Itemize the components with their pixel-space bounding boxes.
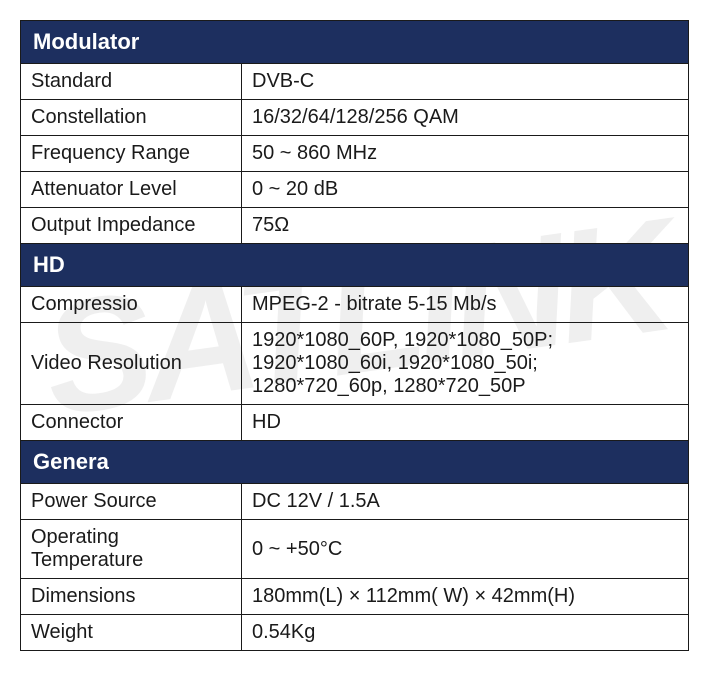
spec-label: Standard: [21, 64, 242, 100]
spec-label: Compressio: [21, 287, 242, 323]
spec-value: MPEG-2 - bitrate 5-15 Mb/s: [242, 287, 689, 323]
spec-value: 0 ~ 20 dB: [242, 172, 689, 208]
table-row: Connector HD: [21, 405, 689, 441]
spec-value: DVB-C: [242, 64, 689, 100]
table-row: Dimensions 180mm(L) × 112mm( W) × 42mm(H…: [21, 579, 689, 615]
spec-value: 16/32/64/128/256 QAM: [242, 100, 689, 136]
table-row: Operating Temperature 0 ~ +50°C: [21, 520, 689, 579]
spec-table: Modulator Standard DVB-C Constellation 1…: [20, 20, 689, 651]
table-row: Compressio MPEG-2 - bitrate 5-15 Mb/s: [21, 287, 689, 323]
spec-label: Output Impedance: [21, 208, 242, 244]
spec-table-body: Modulator Standard DVB-C Constellation 1…: [21, 21, 689, 651]
spec-label: Connector: [21, 405, 242, 441]
spec-label: Operating Temperature: [21, 520, 242, 579]
spec-value: 180mm(L) × 112mm( W) × 42mm(H): [242, 579, 689, 615]
section-header: HD: [21, 244, 689, 287]
spec-value: 50 ~ 860 MHz: [242, 136, 689, 172]
table-row: Attenuator Level 0 ~ 20 dB: [21, 172, 689, 208]
table-row: Video Resolution 1920*1080_60P, 1920*108…: [21, 323, 689, 405]
section-header: Modulator: [21, 21, 689, 64]
spec-value: 0 ~ +50°C: [242, 520, 689, 579]
spec-value: HD: [242, 405, 689, 441]
table-row: Weight 0.54Kg: [21, 615, 689, 651]
section-header: Genera: [21, 441, 689, 484]
spec-label: Attenuator Level: [21, 172, 242, 208]
table-row: Output Impedance 75Ω: [21, 208, 689, 244]
spec-value: DC 12V / 1.5A: [242, 484, 689, 520]
table-row: Frequency Range 50 ~ 860 MHz: [21, 136, 689, 172]
table-row: Power Source DC 12V / 1.5A: [21, 484, 689, 520]
table-row: Standard DVB-C: [21, 64, 689, 100]
spec-label: Frequency Range: [21, 136, 242, 172]
spec-label: Constellation: [21, 100, 242, 136]
spec-label: Weight: [21, 615, 242, 651]
spec-label: Video Resolution: [21, 323, 242, 405]
spec-label: Dimensions: [21, 579, 242, 615]
spec-value: 75Ω: [242, 208, 689, 244]
table-row: Constellation 16/32/64/128/256 QAM: [21, 100, 689, 136]
spec-value: 0.54Kg: [242, 615, 689, 651]
spec-value: 1920*1080_60P, 1920*1080_50P; 1920*1080_…: [242, 323, 689, 405]
spec-label: Power Source: [21, 484, 242, 520]
